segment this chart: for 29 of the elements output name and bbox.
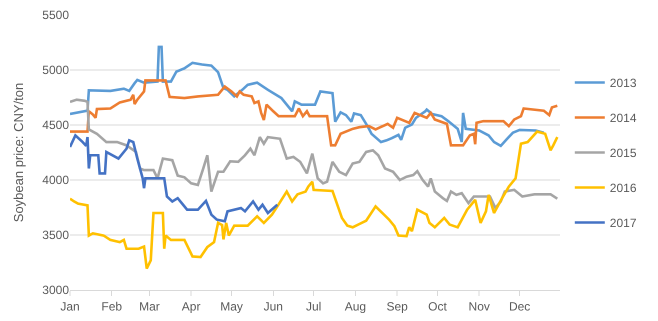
line-series <box>70 46 546 148</box>
y-tick-label: 3000 <box>42 283 70 298</box>
legend-label: 2017 <box>610 216 637 230</box>
y-tick-label: 5000 <box>42 63 70 78</box>
y-tick-label: 5500 <box>42 8 70 22</box>
y-tick-label: 3500 <box>42 228 70 242</box>
x-tick-label: Nov <box>468 299 490 314</box>
y-tick-label: 4500 <box>42 118 70 132</box>
x-tick-label: Jan <box>60 299 80 314</box>
legend-label: 2015 <box>610 146 637 160</box>
x-tick-label: Mar <box>139 299 160 314</box>
x-tick-label: Jul <box>306 299 322 314</box>
line-series <box>70 130 559 270</box>
legend-label: 2016 <box>610 181 637 196</box>
x-tick-label: Sep <box>386 299 408 314</box>
line-series <box>70 79 559 147</box>
y-tick-label: 4000 <box>42 173 70 188</box>
y-axis-title: Soybean price: CNY/ton <box>11 82 26 222</box>
legend-label: 2013 <box>610 76 637 90</box>
x-tick-label: Aug <box>344 299 366 314</box>
line-series <box>70 134 279 223</box>
x-tick-label: Oct <box>428 299 448 314</box>
x-tick-label: Jun <box>264 299 283 314</box>
x-tick-label: May <box>220 299 243 314</box>
legend-label: 2014 <box>610 111 637 126</box>
line-series <box>70 98 559 210</box>
x-tick-label: Dec <box>508 299 530 314</box>
x-tick-label: Apr <box>182 299 200 314</box>
x-tick-label: Feb <box>101 299 122 314</box>
